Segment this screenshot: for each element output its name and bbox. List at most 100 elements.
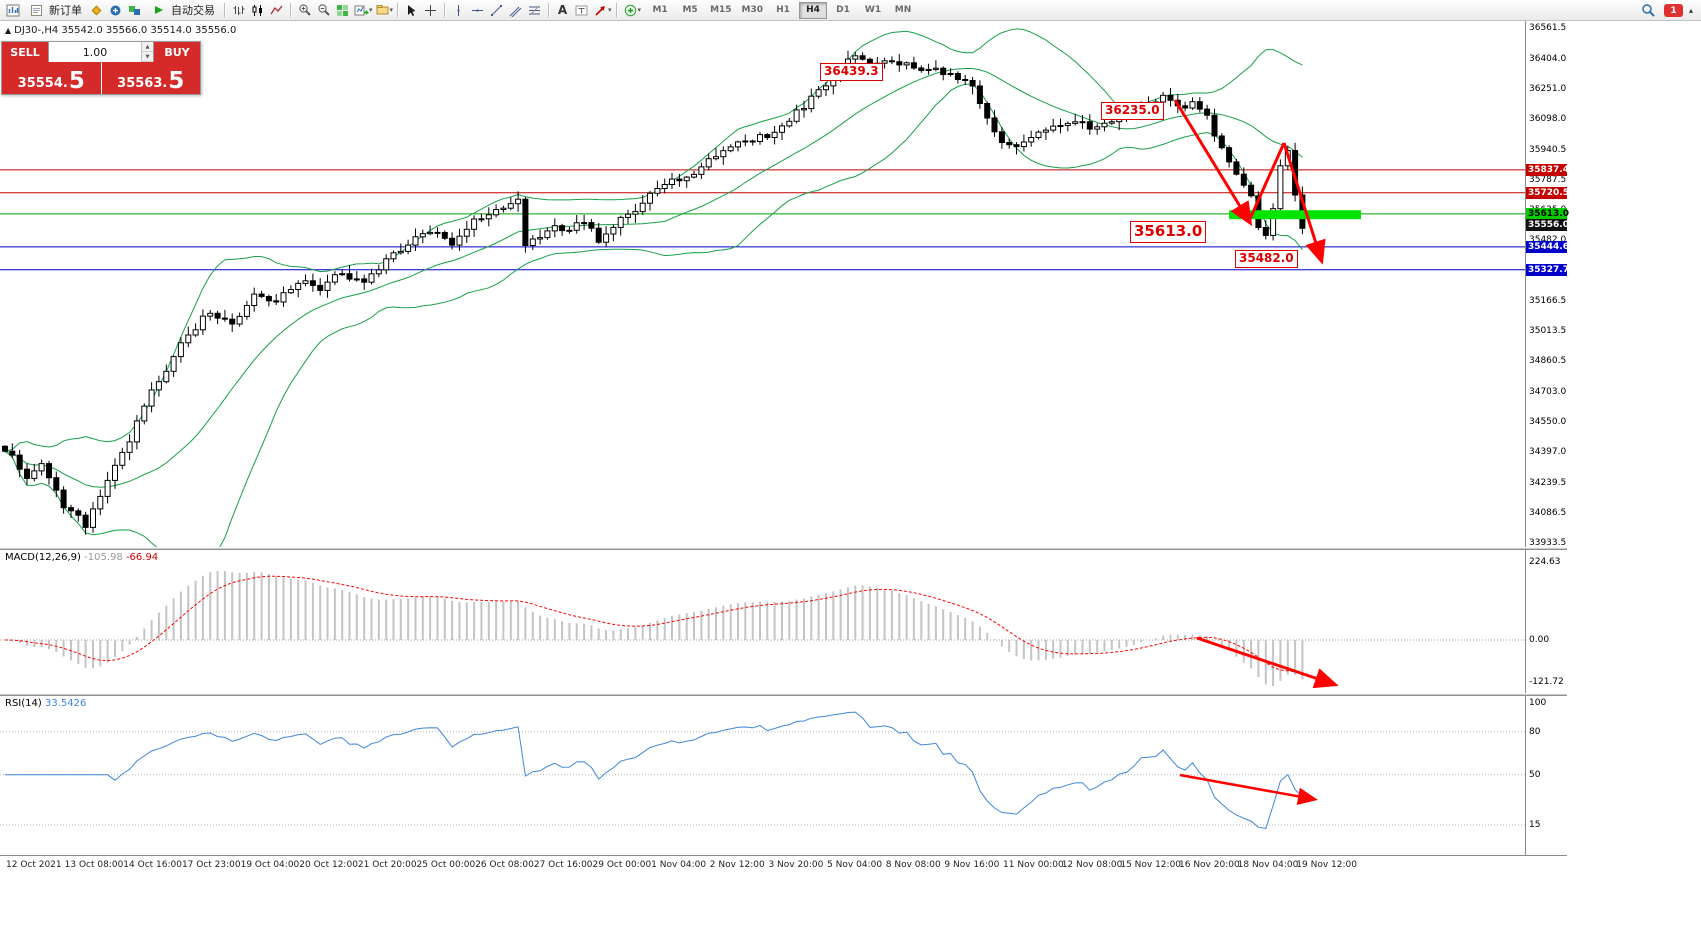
panel-splitter[interactable] [0,547,1567,550]
spinner-up-icon[interactable]: ▲ [142,42,153,52]
chart-header: ▲ DJ30-,H4 35542.0 35566.0 35514.0 35556.… [5,25,236,36]
time-label: 8 Nov 08:00 [885,860,941,870]
time-label: 9 Nov 16:00 [944,860,1000,870]
tile-windows-icon[interactable] [333,2,352,19]
buy-price[interactable]: 35563. 5 [102,62,201,94]
new-order-button[interactable]: 新订单 [22,2,87,19]
arrows-tool-icon[interactable] [591,2,610,19]
chart-window-icon[interactable] [3,2,22,19]
price-tick: 35013.5 [1529,326,1567,337]
new-chart-caret-icon[interactable]: ▾ [369,6,373,14]
timeframe-m5[interactable]: M5 [682,5,698,15]
terminal-icon[interactable] [106,2,125,19]
time-axis[interactable]: 12 Oct 2021 13 Oct 08:00 14 Oct 16:00 17 Oc… [0,856,1567,876]
metaeditor-icon[interactable] [87,2,106,19]
text-tool-glyph: A [557,3,568,17]
crosshair-icon[interactable] [421,2,440,19]
macd-axis-tick: 0.00 [1529,635,1550,645]
notification-badge[interactable]: 1 [1663,4,1683,17]
fibonacci-icon[interactable] [525,2,544,19]
volume-value[interactable]: 1.00 [82,45,108,59]
auto-trading-button[interactable]: 自动交易 [144,2,220,19]
timeframe-m1[interactable]: M1 [652,5,668,15]
time-label: 12 Oct 2021 [6,860,62,870]
timeframe-group: M1 M5 M15 M30 H1 H4 D1 W1 MN [645,1,918,19]
strategy-tester-icon[interactable] [125,2,144,19]
profiles-caret-icon[interactable]: ▾ [389,6,394,14]
macd-chart[interactable] [0,550,1525,693]
buy-price-main: 35563. [117,76,168,91]
candlestick-chart-icon[interactable] [248,2,267,19]
rsi-axis-tick: 50 [1529,769,1541,780]
price-scale[interactable]: 36561.5 36404.0 36251.0 36098.0 35940.5 35787… [1526,21,1569,855]
macd-axis-tick: -121.72 [1529,677,1564,688]
timeframe-h1[interactable]: H1 [776,5,790,15]
rsi-chart[interactable] [0,696,1525,855]
new-order-icon [27,2,46,19]
price-chart[interactable] [0,21,1525,547]
horizontal-line-icon[interactable] [468,2,487,19]
text-tool-icon[interactable]: A [553,2,572,19]
rsi-axis-tick: 15 [1529,819,1541,830]
rsi-axis-tick: 80 [1529,726,1541,737]
toolbar-separator [615,3,617,17]
toolbar-separator [548,3,550,17]
zoom-out-icon[interactable] [314,2,333,19]
auto-trading-label: 自动交易 [171,4,215,17]
volume-spinner[interactable]: ▲ ▼ [141,42,153,62]
price-tick: 33933.5 [1529,538,1567,548]
timeframe-m15[interactable]: M15 [710,5,732,15]
time-label: 13 Oct 08:00 [64,860,124,870]
scroll-up-icon[interactable]: ▴ [1688,5,1693,15]
text-label-icon[interactable] [572,2,591,19]
toolbar: 新订单 自动交易 ▾ ▾ A ▾ ▾ M1 M5 M15 M30 H1 H4 D1 W1 MN … [0,0,1701,21]
sell-price-main: 35554. [17,76,68,91]
new-chart-icon[interactable] [352,2,371,19]
volume-field[interactable]: 1.00 ▲ ▼ [48,42,154,62]
buy-button[interactable]: BUY [154,42,200,62]
price-level-label: 35613.0 [1526,207,1569,220]
time-label: 25 Oct 00:00 [416,860,476,870]
macd-value-main: -105.98 [84,552,123,563]
sell-price[interactable]: 35554. 5 [2,62,102,94]
timeframe-h4[interactable]: H4 [799,1,828,19]
timeframe-mn[interactable]: MN [894,5,912,15]
line-chart-icon[interactable] [267,2,286,19]
price-level-label: 35837.4 [1526,163,1569,176]
bar-chart-icon[interactable] [229,2,248,19]
time-label: 27 Oct 16:00 [533,860,593,870]
vertical-line-icon[interactable] [449,2,468,19]
trendline-icon[interactable] [487,2,506,19]
channel-icon[interactable] [506,2,525,19]
timeframe-m30[interactable]: M30 [741,5,764,15]
price-level-label: 35720.5 [1526,186,1569,199]
time-label: 19 Nov 12:00 [1296,860,1357,870]
sell-button[interactable]: SELL [2,42,48,62]
timeframe-d1[interactable]: D1 [836,5,850,15]
indicators-icon[interactable] [621,2,640,19]
buy-price-pips: 5 [168,68,185,94]
time-label: 17 Oct 23:00 [181,860,241,870]
time-label: 15 Nov 12:00 [1120,860,1182,870]
panel-splitter[interactable] [0,693,1567,696]
rsi-value: 33.5426 [44,698,87,709]
panel-collapse-icon[interactable]: ▲ [5,26,12,35]
timeframe-w1[interactable]: W1 [864,5,882,15]
price-tick: 34550.0 [1529,417,1567,428]
price-tick: 35166.5 [1529,296,1567,307]
cursor-icon[interactable] [402,2,421,19]
price-tick: 36098.0 [1529,113,1567,124]
search-icon[interactable] [1639,2,1658,19]
price-tick: 36251.0 [1529,83,1567,94]
time-label: 21 Oct 20:00 [357,860,417,870]
toolbar-separator [444,3,446,17]
spinner-down-icon[interactable]: ▼ [142,52,153,62]
profiles-icon[interactable] [373,2,392,19]
time-label: 16 Nov 20:00 [1179,860,1240,870]
indicators-caret-icon[interactable]: ▾ [637,6,642,14]
arrows-caret-icon[interactable]: ▾ [608,6,612,14]
macd-axis-tick: 224.63 [1529,557,1561,567]
zoom-in-icon[interactable] [295,2,314,19]
time-label: 1 Nov 04:00 [651,860,707,870]
price-tick: 36404.0 [1529,53,1567,64]
